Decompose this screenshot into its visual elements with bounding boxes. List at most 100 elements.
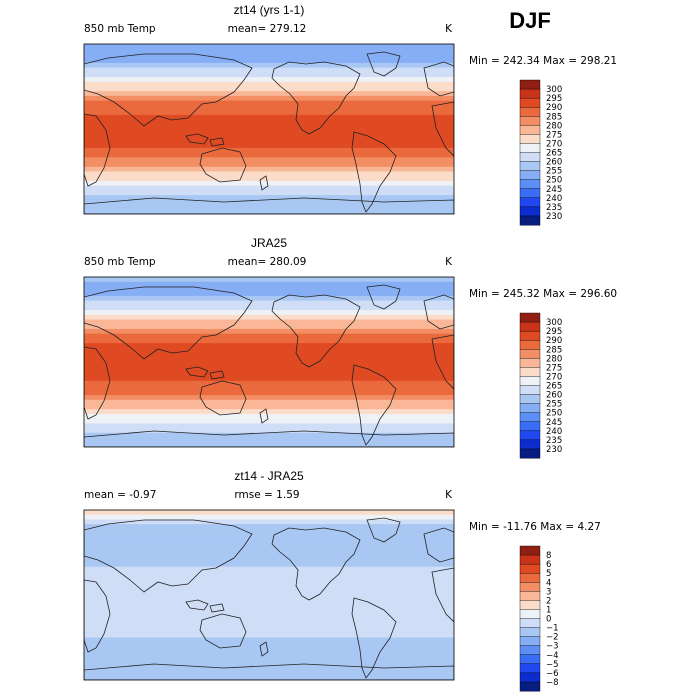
field-band (84, 547, 454, 554)
field-band (84, 423, 454, 429)
colorbar-box (519, 134, 541, 144)
panel-units-label: K (445, 256, 453, 268)
field-band (84, 199, 454, 206)
colorbar-tick-label: 295 (546, 94, 562, 104)
field-band (84, 352, 454, 358)
colorbar-box (519, 448, 541, 459)
field-band (84, 157, 454, 163)
field-band (84, 376, 454, 382)
field-band (84, 138, 454, 144)
colorbar-box (519, 636, 541, 647)
field-band (84, 176, 454, 182)
field-band (84, 665, 454, 672)
colorbar-box (519, 627, 541, 638)
field-band (84, 670, 454, 676)
panel-title: zt14 - JRA25 (234, 469, 304, 483)
colorbar-tick-label: 300 (546, 318, 562, 328)
colorbar: 3002952902852802752702652602552502452402… (519, 79, 562, 226)
colorbar-box (519, 430, 541, 441)
panel-left-label: 850 mb Temp (84, 23, 156, 35)
field-band (84, 628, 454, 634)
panel-left-label: mean = -0.97 (84, 489, 156, 501)
map-frame (83, 276, 455, 448)
colorbar-tick-label: 2 (546, 596, 551, 606)
colorbar-box (519, 591, 541, 601)
field-band (84, 566, 454, 572)
colorbar-box (519, 385, 541, 396)
colorbar-tick-label: 240 (546, 194, 562, 204)
colorbar-box (519, 618, 541, 629)
panel-units-label: K (445, 489, 453, 501)
field-band (84, 390, 454, 396)
field-band (84, 528, 454, 535)
colorbar-box (519, 609, 541, 620)
colorbar-box (519, 412, 541, 423)
panels: zt14 (yrs 1-1) 850 mb Temp mean= 279.12 K Mi… (83, 3, 617, 692)
field-band (84, 642, 454, 648)
field-band (84, 124, 454, 130)
colorbar-tick-label: −6 (546, 669, 559, 679)
field-band (84, 67, 454, 73)
field-band (84, 171, 454, 177)
field-band (84, 286, 454, 292)
field-band (84, 599, 454, 606)
field-band (84, 58, 454, 64)
field-band (84, 428, 454, 434)
field-band (84, 380, 454, 387)
colorbar-tick-label: 260 (546, 158, 562, 168)
colorbar-tick-label: −1 (546, 624, 559, 634)
field-band (84, 514, 454, 521)
field-band (84, 623, 454, 629)
field-band (84, 561, 454, 568)
field-band (84, 437, 454, 443)
colorbar-box (519, 312, 541, 323)
field-band (84, 152, 454, 158)
colorbar-box (519, 125, 541, 135)
field-band (84, 543, 454, 549)
colorbar-tick-label: 230 (546, 445, 562, 455)
field-band (84, 613, 454, 620)
colorbar-tick-label: 300 (546, 85, 562, 95)
colorbar-tick-label: 3 (546, 587, 551, 597)
field-band (84, 143, 454, 149)
colorbar-tick-label: −3 (546, 642, 559, 652)
colorbar-box (519, 367, 541, 377)
colorbar-box (519, 88, 541, 99)
minmax-label: Min = 245.32 Max = 296.60 (469, 288, 617, 300)
season-label: DJF (509, 8, 551, 33)
field-band (84, 114, 454, 121)
colorbar-tick-label: −5 (546, 660, 559, 670)
field-band (84, 100, 454, 106)
colorbar-tick-label: 8 (546, 551, 551, 561)
field-band (84, 357, 454, 363)
colorbar-tick-label: 275 (546, 130, 562, 140)
field-band (84, 590, 454, 596)
colorbar-tick-label: 260 (546, 391, 562, 401)
colorbar-box (519, 321, 541, 332)
colorbar-box (519, 116, 541, 126)
colorbar-tick-label: 250 (546, 409, 562, 419)
field-band (84, 366, 454, 373)
colorbar-tick-label: 270 (546, 139, 562, 149)
field-band (84, 362, 454, 368)
map-frame (83, 43, 455, 215)
colorbar-box (519, 554, 541, 565)
colorbar-tick-label: 230 (546, 212, 562, 222)
colorbar-tick-label: 295 (546, 327, 562, 337)
colorbar-tick-label: 285 (546, 345, 562, 355)
field-band (84, 404, 454, 410)
colorbar-box (519, 582, 541, 592)
field-band (84, 277, 454, 283)
map (83, 43, 455, 215)
field-band (84, 319, 454, 325)
field-band (84, 86, 454, 92)
field-band (84, 442, 454, 447)
field-band (84, 44, 454, 50)
colorbar-box (519, 161, 541, 172)
colorbar-box (519, 545, 541, 556)
map-frame (83, 509, 455, 681)
field-band (84, 48, 454, 55)
colorbar-tick-label: 285 (546, 112, 562, 122)
